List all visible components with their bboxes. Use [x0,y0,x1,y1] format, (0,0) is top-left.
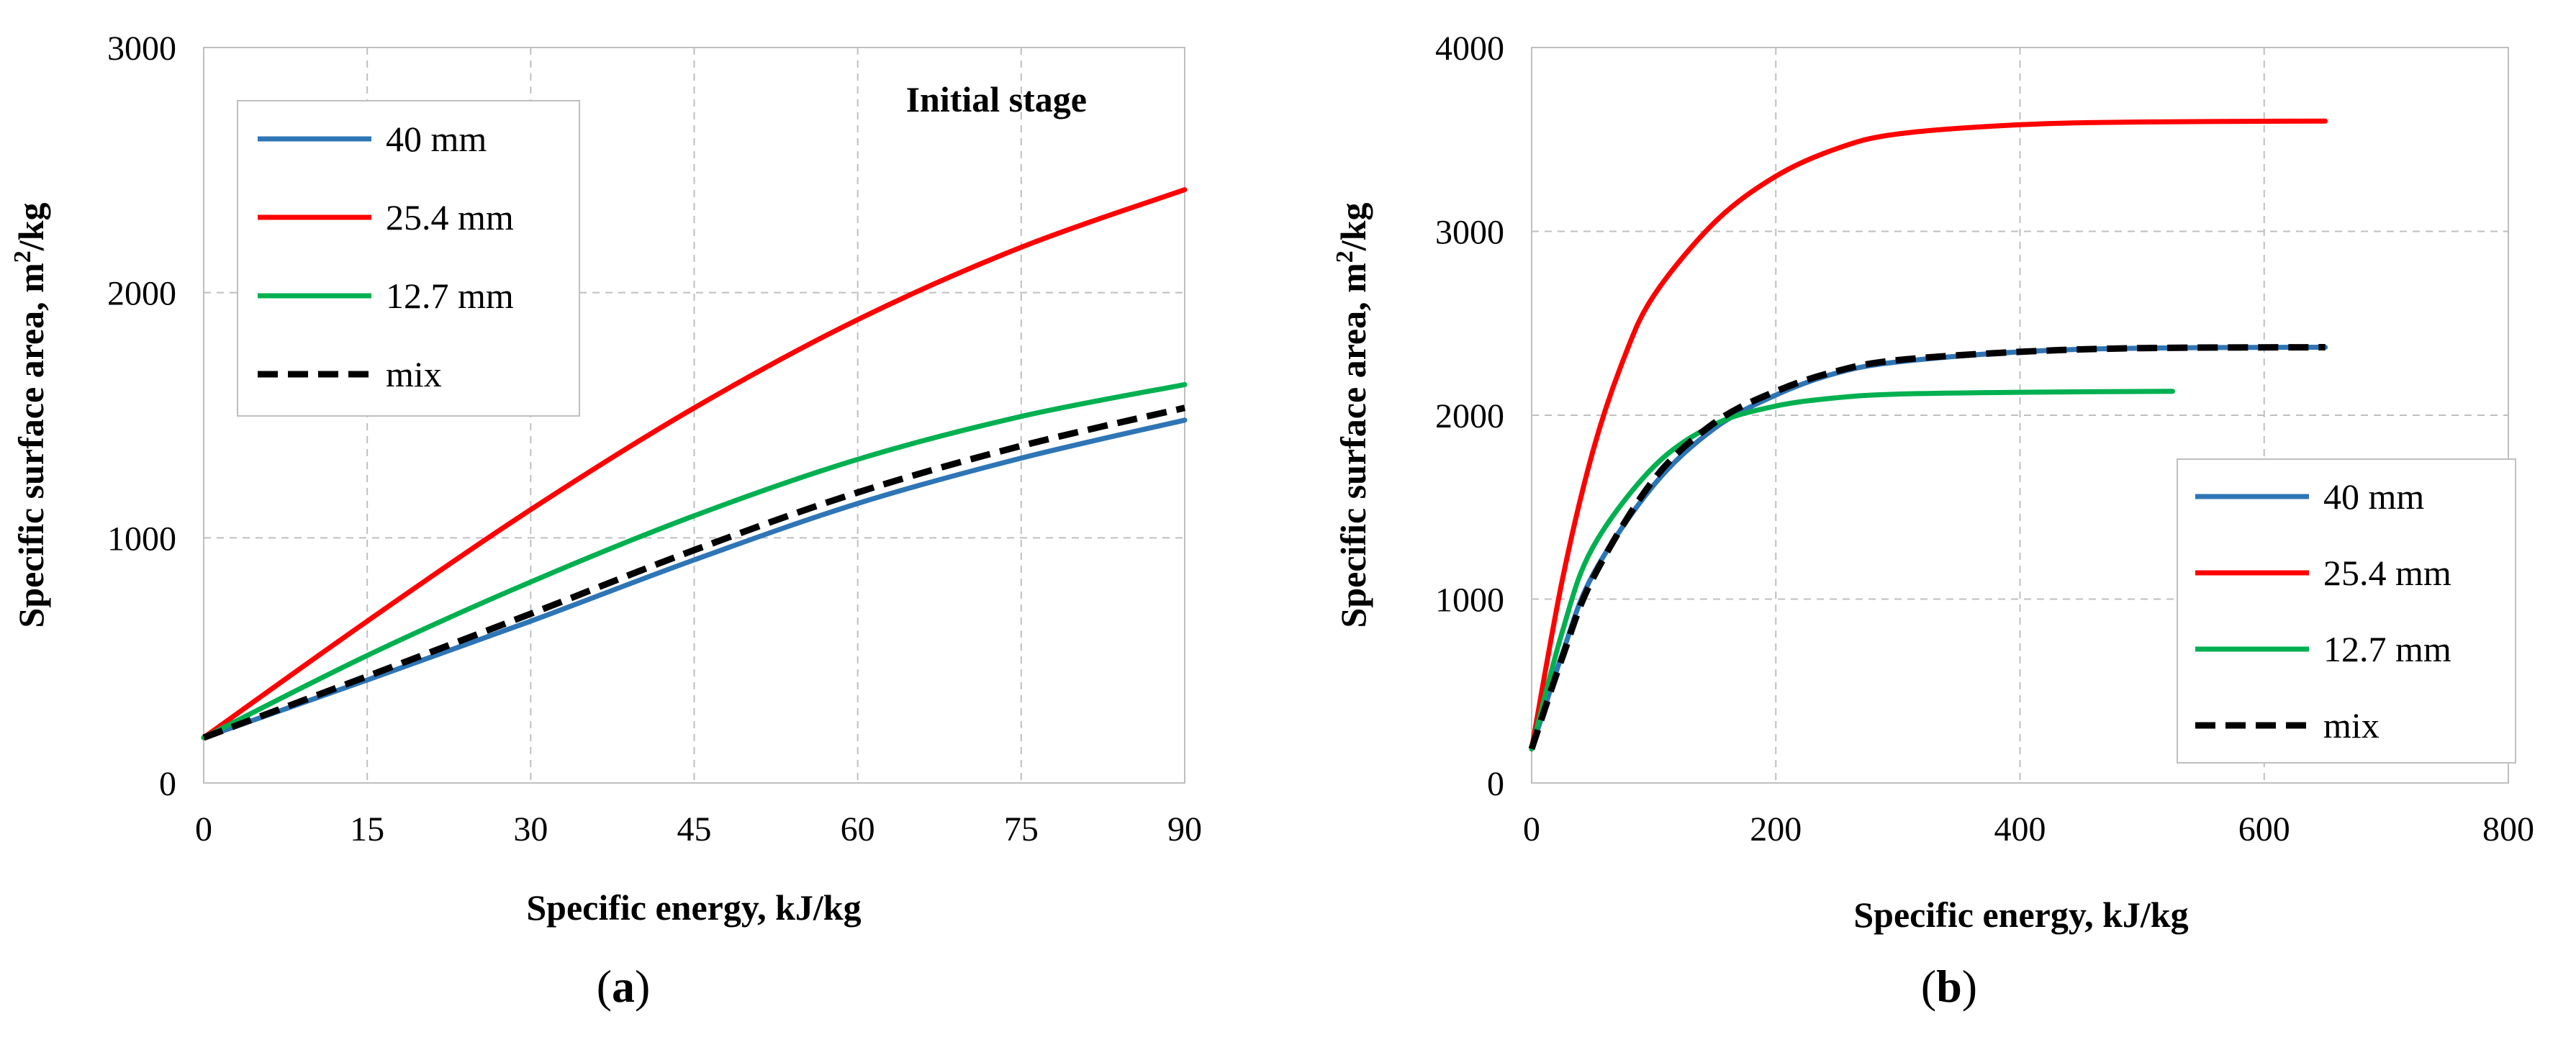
chart-a-caption-letter: a [612,961,635,1012]
chart-a-y-axis-title: Specific surface area, m2/kg [9,203,51,628]
chart-a-legend-label: 25.4 mm [386,197,514,237]
chart-b-legend-label: mix [2323,705,2380,746]
chart-a-legend-entries: 40 mm 25.4 mm 12.7 mm mix [258,119,514,394]
chart-b-legend-label: 40 mm [2323,476,2424,517]
chart-b-caption: (b) [1921,961,1977,1012]
chart-a-caption: (a) [597,961,651,1012]
chart-a-y-tick-label: 1000 [107,520,176,558]
chart-a-legend-label: 40 mm [386,119,487,159]
chart-a-x-ticks: 0 15 30 45 60 75 90 [195,810,1202,848]
chart-a-x-tick-label: 90 [1167,810,1202,848]
chart-b-y-tick-label: 2000 [1435,397,1504,435]
chart-b-series-mix-line [1528,344,2326,751]
chart-b-y-tick-label: 3000 [1435,214,1504,252]
chart-a-x-tick-label: 0 [195,810,212,848]
chart-b-caption-letter: b [1936,961,1962,1012]
chart-b-x-tick-label: 0 [1523,810,1540,848]
chart-a-series-mix-line [202,404,1186,741]
chart-a-y-tick-label: 0 [159,765,176,803]
chart-a-y-tick-label: 2000 [107,275,176,313]
chart-a-y-tick-label: 3000 [107,30,176,68]
chart-b-y-axis-title: Specific surface area, m2/kg [1332,203,1373,628]
chart-a-series [201,187,1188,741]
chart-b-legend-box [2177,458,2516,764]
chart-a-y-axis-title-main: Specific surface area, m [11,263,51,628]
chart-a-legend: 40 mm 25.4 mm 12.7 mm mix [237,100,580,417]
chart-b-y-axis-title-sup: 2 [1332,250,1358,263]
chart-a-legend-box [237,100,580,417]
chart-b-x-tick-label: 200 [1750,810,1802,848]
chart-b-series-25-4-mm-line [1529,118,2328,752]
chart-b-legend-label: 12.7 mm [2323,629,2451,669]
chart-a-x-axis-title: Specific energy, kJ/kg [526,887,861,928]
chart-b-x-axis-title: Specific energy, kJ/kg [1853,895,2188,935]
chart-b-x-tick-label: 600 [2238,810,2290,848]
chart-a-x-tick-label: 15 [350,810,384,848]
chart-a-series-12-7-mm-line [201,381,1188,741]
chart-a-series-25-4-mm-line [201,187,1188,741]
chart-b-x-tick-label: 400 [1994,810,2046,848]
chart-b-series [1528,118,2328,752]
chart-a-series-40-mm-line [201,417,1188,741]
chart-b-legend: 40 mm 25.4 mm 12.7 mm mix [2177,458,2516,764]
chart-a-legend-label: 12.7 mm [386,276,514,316]
chart-b-y-axis-title-main: Specific surface area, m [1333,263,1373,628]
chart-b-legend-entries: 40 mm 25.4 mm 12.7 mm mix [2195,476,2451,746]
chart-a-x-tick-label: 60 [841,810,875,848]
chart-b-y-ticks: 0 1000 2000 3000 4000 [1435,30,1504,803]
chart-a-x-tick-label: 30 [513,810,548,848]
chart-b-y-tick-label: 1000 [1435,581,1504,620]
chart-b-x-ticks: 0 200 400 600 800 [1523,810,2534,848]
chart-a-y-axis-title-unit: /kg [11,203,51,252]
chart-b: 0 200 400 600 800 0 1000 2000 3000 4000 Specific… [1332,30,2534,1012]
chart-b-legend-label: 25.4 mm [2323,553,2451,593]
chart-b-y-axis-title-unit: /kg [1333,203,1373,252]
chart-b-x-tick-label: 800 [2482,810,2534,848]
chart-a-x-tick-label: 75 [1004,810,1039,848]
chart-a-annotation: Initial stage [906,79,1087,119]
chart-a-legend-label: mix [386,354,442,394]
chart-a: 0 15 30 45 60 75 90 0 1000 2000 3000 Initial stag… [9,30,1202,1012]
chart-a-y-axis-title-sup: 2 [9,250,36,263]
chart-b-y-tick-label: 4000 [1435,30,1504,68]
chart-a-y-ticks: 0 1000 2000 3000 [107,30,176,803]
chart-b-series-12-7-mm-line [1529,389,2175,752]
chart-b-y-tick-label: 0 [1487,765,1504,803]
chart-a-x-tick-label: 45 [677,810,712,848]
